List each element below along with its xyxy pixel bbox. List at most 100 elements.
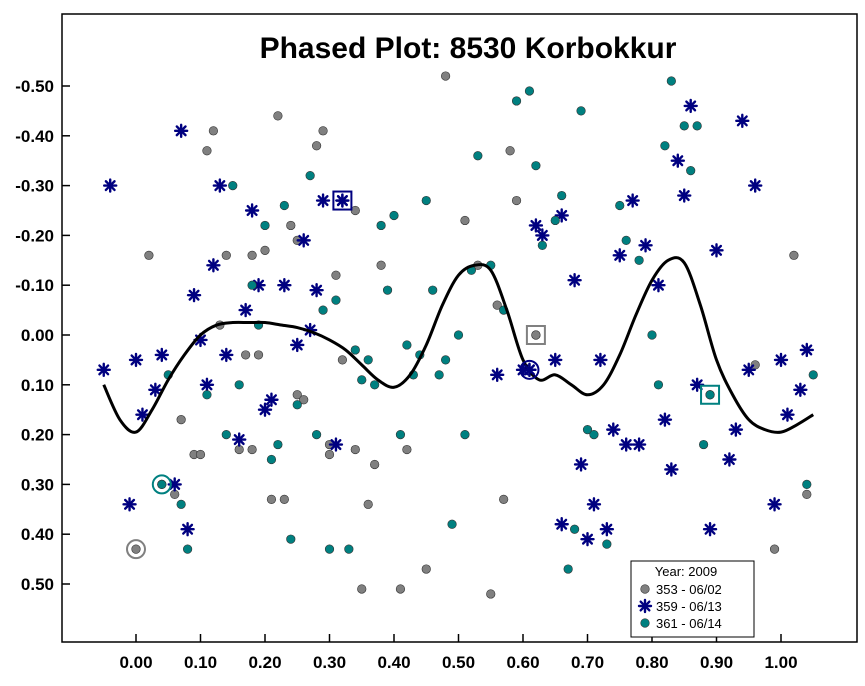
highlighted-data-point xyxy=(522,362,537,378)
data-point xyxy=(573,457,589,472)
data-point xyxy=(789,250,799,260)
asterisk-stroke xyxy=(124,498,136,510)
x-tick-label: 1.00 xyxy=(764,653,797,672)
asterisk-stroke xyxy=(291,339,303,351)
data-point xyxy=(511,195,522,206)
highlighted-data-point xyxy=(335,193,350,208)
data-point xyxy=(563,564,573,574)
legend: Year: 2009 353 - 06/02 359 - 06/13 361 - 0… xyxy=(630,560,755,638)
data-point xyxy=(505,146,515,156)
data-point xyxy=(324,544,335,554)
x-tick-label: 0.10 xyxy=(184,653,217,672)
asterisk-stroke xyxy=(581,533,594,545)
data-point xyxy=(318,305,328,315)
data-point xyxy=(793,382,808,397)
data-point xyxy=(567,273,582,288)
y-tick-label: 0.20 xyxy=(21,426,54,445)
asterisk-stroke xyxy=(336,195,348,207)
data-point xyxy=(569,524,580,534)
asterisk-stroke xyxy=(491,369,503,381)
asterisk-stroke xyxy=(278,279,290,291)
asterisk-stroke xyxy=(594,354,606,366)
asterisk-stroke xyxy=(549,354,561,366)
data-point xyxy=(286,220,296,231)
asterisk-stroke xyxy=(220,349,232,361)
asterisk-stroke xyxy=(175,125,187,137)
asterisk-stroke xyxy=(298,234,310,246)
data-point xyxy=(709,243,724,258)
data-point xyxy=(634,255,644,265)
data-point xyxy=(219,347,234,363)
asterisk-stroke xyxy=(749,180,761,192)
asterisk-stroke xyxy=(259,404,271,416)
asterisk-stroke xyxy=(652,279,664,291)
data-point xyxy=(698,439,709,450)
asterisk-stroke xyxy=(130,354,142,366)
data-point xyxy=(728,422,744,437)
asterisk-stroke xyxy=(704,523,716,535)
data-point xyxy=(615,200,625,211)
data-point xyxy=(647,330,657,340)
data-point xyxy=(612,248,627,263)
y-tick-label: -0.10 xyxy=(15,276,54,295)
data-point xyxy=(277,278,292,293)
data-point xyxy=(102,178,118,193)
legend-entry-label: 353 - 06/02 xyxy=(656,582,722,597)
data-point xyxy=(292,400,302,410)
data-point xyxy=(434,370,444,380)
data-point xyxy=(273,111,283,121)
y-tick-label: 0.30 xyxy=(21,475,54,494)
asterisk-stroke xyxy=(569,274,581,286)
y-tick-label: 0.40 xyxy=(21,525,54,544)
data-point xyxy=(453,330,464,340)
data-point xyxy=(247,444,257,455)
data-point xyxy=(292,390,302,400)
x-tick-label: 0.90 xyxy=(700,653,733,672)
asterisk-stroke xyxy=(575,458,587,470)
data-point xyxy=(528,218,544,233)
data-point xyxy=(395,584,406,594)
y-tick-label: -0.20 xyxy=(15,226,54,245)
x-tick-label: 0.70 xyxy=(571,653,604,672)
data-point xyxy=(148,382,163,397)
highlighted-data-point xyxy=(131,544,141,554)
data-point xyxy=(677,188,692,203)
data-point xyxy=(619,437,634,452)
data-point xyxy=(428,285,438,295)
data-point xyxy=(231,432,247,447)
legend-box xyxy=(630,560,755,638)
asterisk-stroke xyxy=(194,334,207,346)
asterisk-stroke xyxy=(265,394,277,406)
asterisk-stroke xyxy=(149,384,161,396)
highlighted-data-point xyxy=(705,390,715,400)
data-point xyxy=(554,517,569,532)
data-point xyxy=(357,375,367,385)
data-point xyxy=(631,437,647,452)
data-point xyxy=(176,499,186,509)
data-point xyxy=(312,430,322,440)
data-point xyxy=(318,126,328,136)
fit-curve xyxy=(102,256,815,434)
asterisk-stroke xyxy=(317,195,329,207)
plot-area xyxy=(61,13,858,643)
asterisk-stroke xyxy=(730,424,742,436)
asterisk-stroke xyxy=(240,304,252,316)
data-point xyxy=(582,425,593,435)
asterisk-stroke xyxy=(736,115,748,127)
data-point xyxy=(550,215,560,226)
asterisk-stroke xyxy=(233,434,245,446)
data-point xyxy=(96,362,111,378)
data-point xyxy=(299,395,309,405)
x-axis-ticks: 0.00 0.10 0.20 0.30 0.40 0.50 0.60 0.70 0.80 0.90… xyxy=(119,634,798,672)
data-point xyxy=(154,347,170,363)
data-point xyxy=(657,412,673,427)
asterisk-stroke xyxy=(188,289,200,301)
data-point xyxy=(735,113,750,129)
asterisk-stroke xyxy=(246,204,258,217)
data-point xyxy=(602,539,612,549)
data-point xyxy=(260,245,270,255)
highlighted-data-point xyxy=(157,479,167,490)
legend-marker xyxy=(640,584,650,594)
data-point xyxy=(312,141,322,151)
data-point xyxy=(460,215,470,226)
